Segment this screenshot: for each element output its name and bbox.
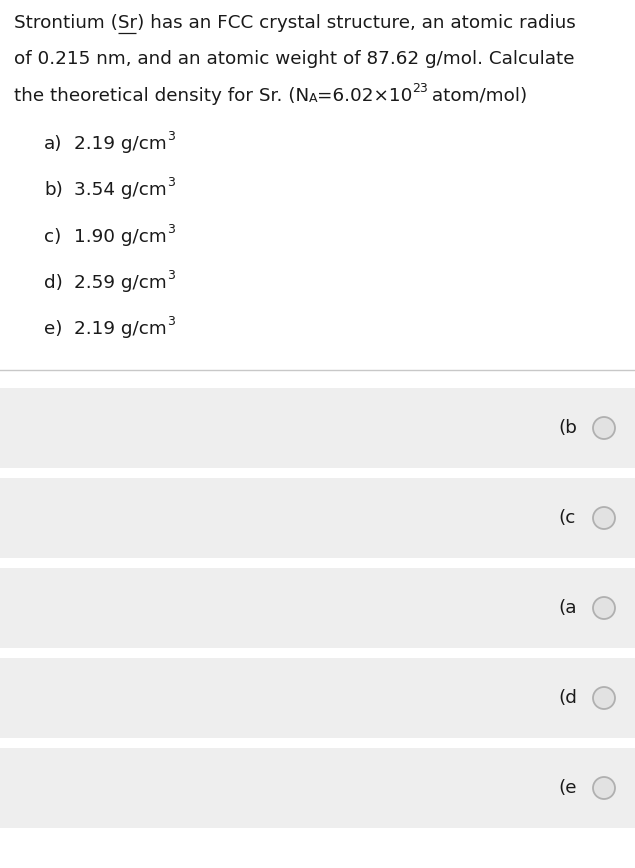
Text: 3: 3 <box>167 223 175 236</box>
Text: the theoretical density for Sr. (N: the theoretical density for Sr. (N <box>14 87 309 105</box>
Text: (b: (b <box>558 419 577 437</box>
Text: =6.02×10: =6.02×10 <box>317 87 412 105</box>
Text: 3: 3 <box>167 315 175 328</box>
Text: A: A <box>0 867 1 868</box>
Text: (a: (a <box>558 599 577 617</box>
Text: 23: 23 <box>412 82 428 95</box>
Text: Strontium (: Strontium ( <box>14 14 118 32</box>
Bar <box>0 478 635 558</box>
Circle shape <box>593 597 615 619</box>
Text: 3: 3 <box>167 130 175 143</box>
Bar <box>0 388 635 468</box>
Text: e): e) <box>44 320 62 338</box>
Text: c): c) <box>44 228 62 246</box>
Text: (d: (d <box>558 689 577 707</box>
Circle shape <box>593 777 615 799</box>
Text: d): d) <box>44 274 63 292</box>
Text: atom/mol): atom/mol) <box>426 87 527 105</box>
Text: of 0.215 nm, and an atomic weight of 87.62 g/mol. Calculate: of 0.215 nm, and an atomic weight of 87.… <box>14 50 575 68</box>
Bar <box>0 568 635 648</box>
Text: 3: 3 <box>167 176 175 189</box>
Text: (e: (e <box>558 779 577 797</box>
Text: 2.19 g/cm: 2.19 g/cm <box>74 135 167 153</box>
Text: 3.54 g/cm: 3.54 g/cm <box>74 181 167 199</box>
Text: 3: 3 <box>167 269 175 282</box>
Text: Strontium (Sr) has an FCC crystal structure, an atomic radius: Strontium (Sr) has an FCC crystal struct… <box>14 14 576 32</box>
Circle shape <box>593 687 615 709</box>
Text: b): b) <box>44 181 63 199</box>
Circle shape <box>593 507 615 529</box>
Text: a): a) <box>44 135 62 153</box>
Text: 2.59 g/cm: 2.59 g/cm <box>74 274 167 292</box>
Text: (c: (c <box>558 509 575 527</box>
Text: Sr: Sr <box>0 867 1 868</box>
Bar <box>0 748 635 828</box>
Bar <box>0 658 635 738</box>
Text: 1.90 g/cm: 1.90 g/cm <box>74 228 167 246</box>
Text: A: A <box>309 92 318 105</box>
Text: 2.19 g/cm: 2.19 g/cm <box>74 320 167 338</box>
Circle shape <box>593 417 615 439</box>
